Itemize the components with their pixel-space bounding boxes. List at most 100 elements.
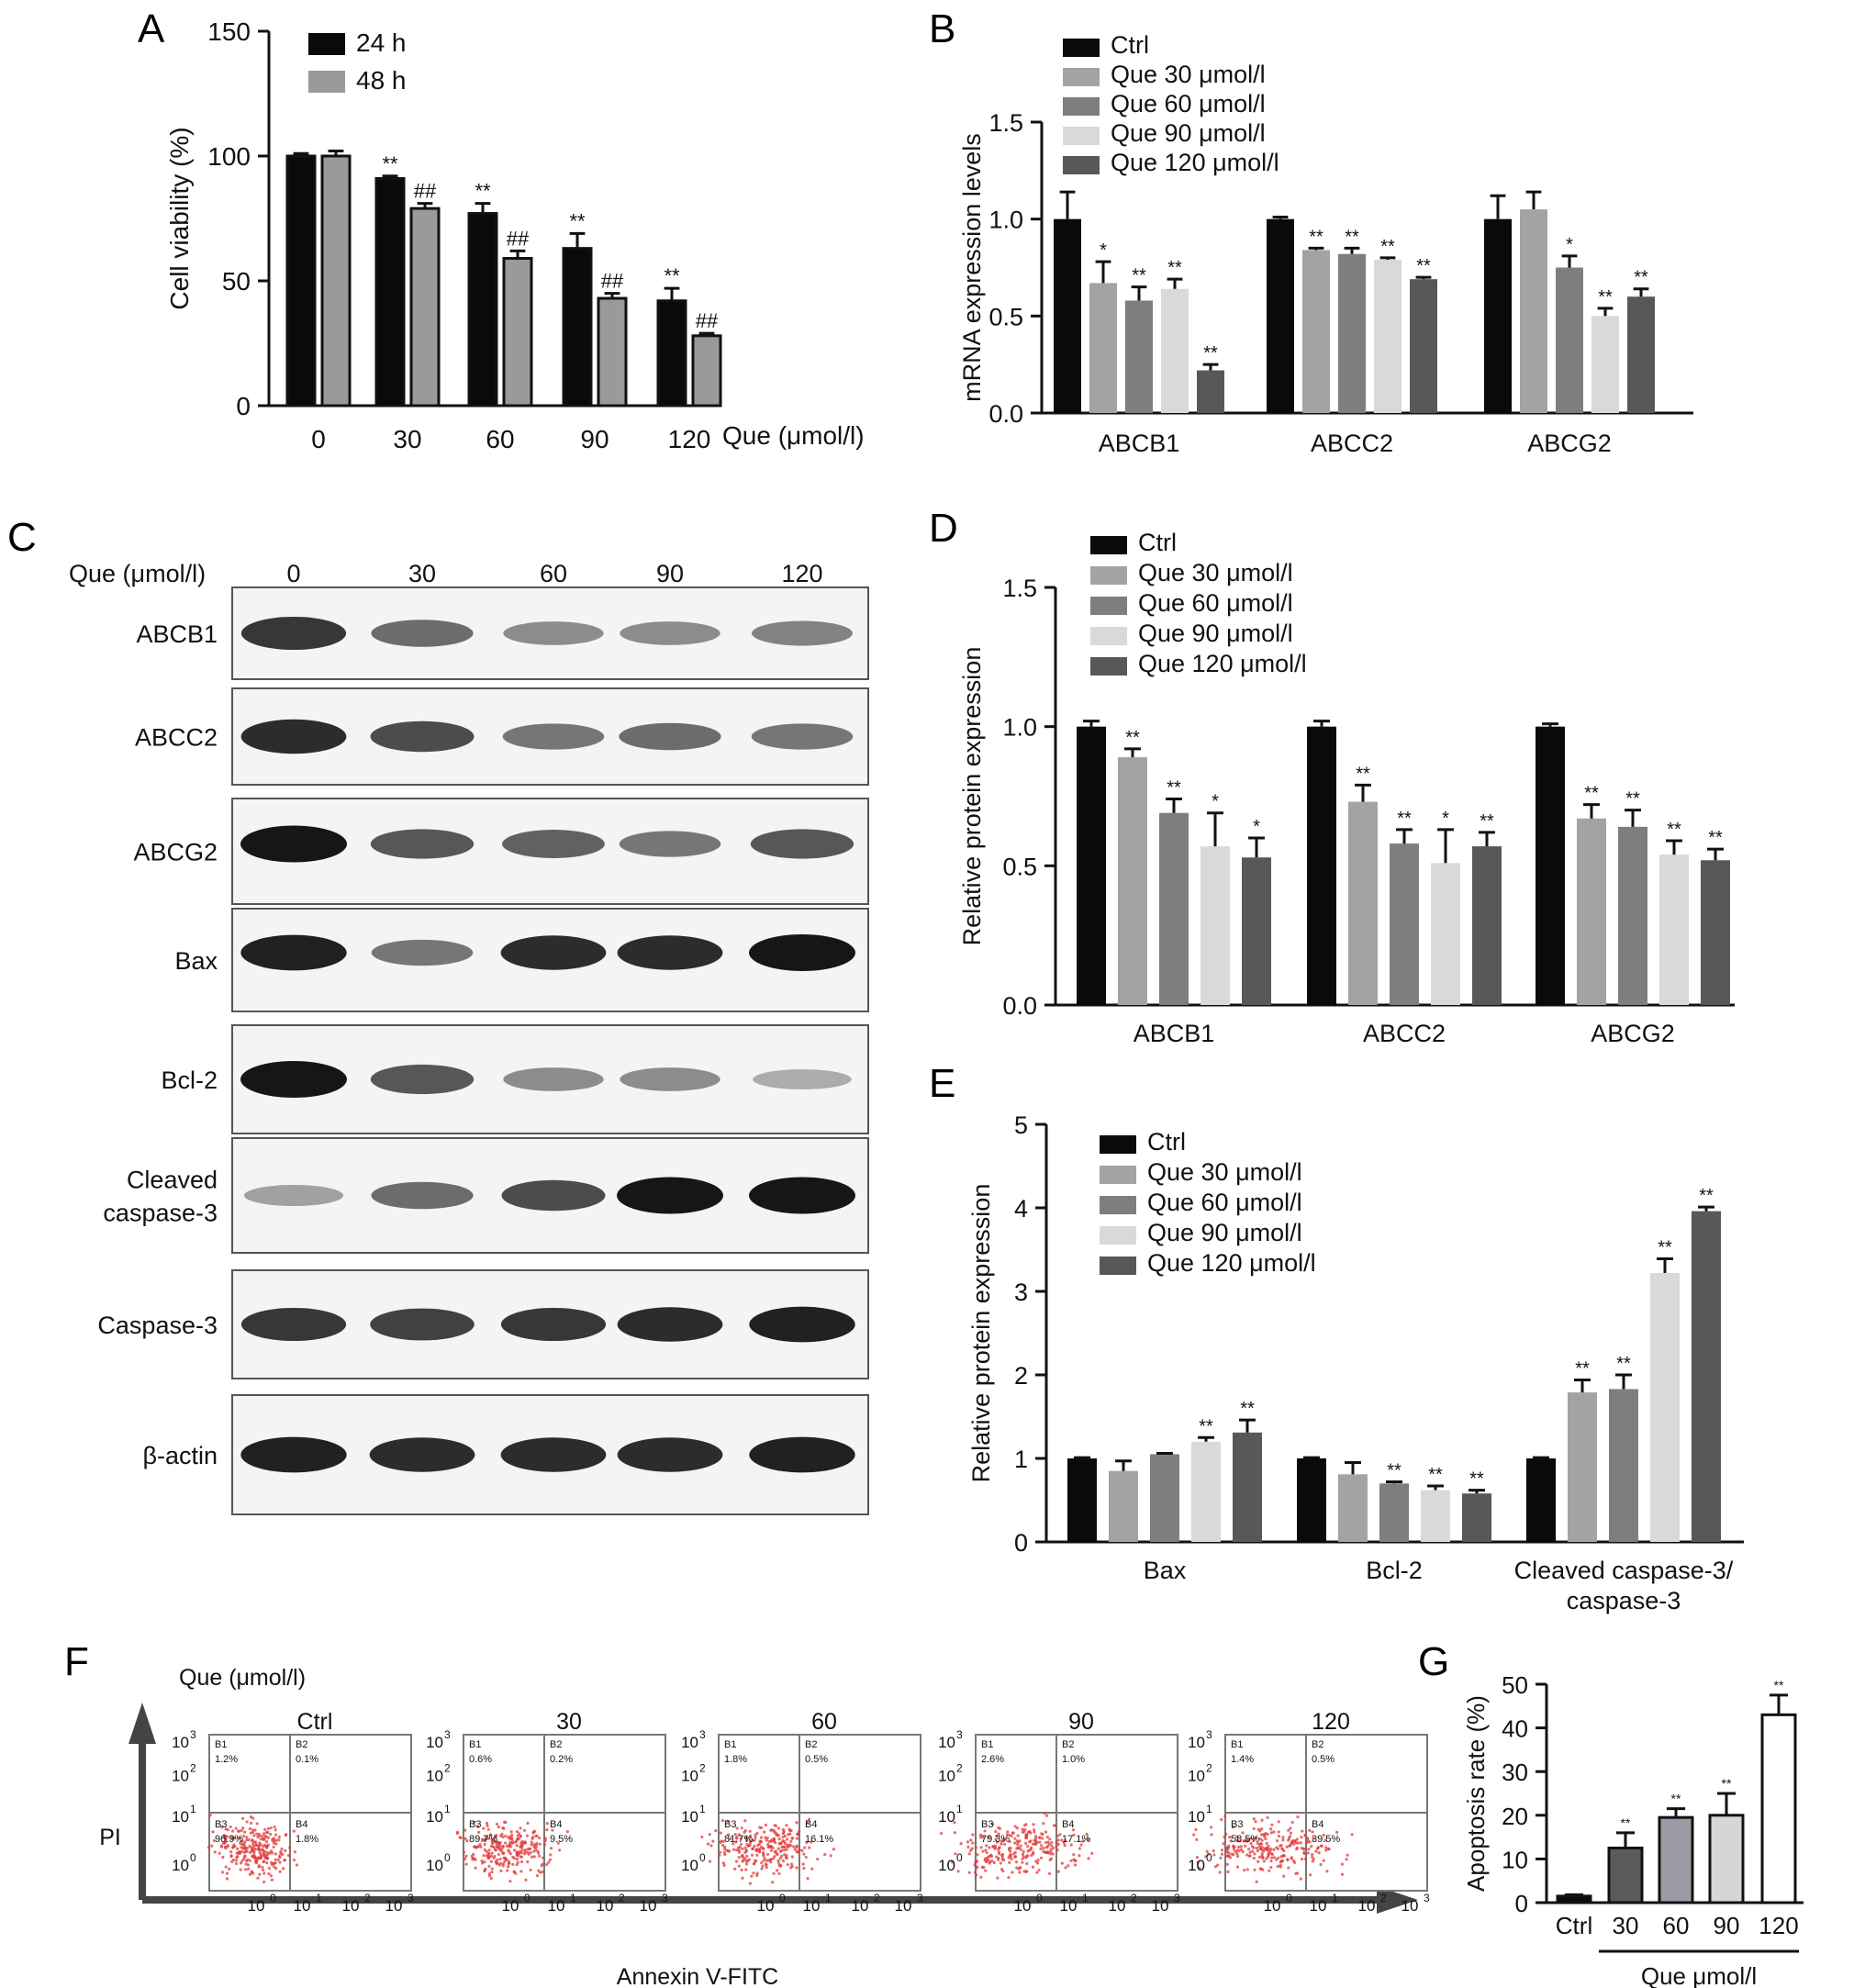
y-axis-label: Relative protein expression	[967, 1184, 995, 1483]
flow-event-dot	[251, 1828, 255, 1832]
significance-label: **	[1380, 237, 1395, 257]
bar	[562, 247, 593, 408]
x-tick-exponent: 1	[316, 1892, 322, 1904]
significance-label: *	[1442, 809, 1449, 829]
flow-event-dot	[1308, 1828, 1312, 1832]
legend-label: Que 120 μmol/l	[1111, 149, 1279, 176]
flow-event-dot	[491, 1840, 496, 1844]
flow-event-dot	[508, 1843, 511, 1847]
flow-event-dot	[737, 1848, 741, 1852]
y-tick-base: 10	[938, 1734, 955, 1751]
flow-event-dot	[800, 1848, 804, 1852]
significance-label: **	[664, 264, 680, 287]
flow-event-dot	[1019, 1844, 1022, 1848]
flow-event-dot	[974, 1846, 977, 1849]
flow-event-dot	[762, 1852, 765, 1857]
flow-event-dot	[278, 1860, 282, 1864]
flow-event-dot	[985, 1860, 988, 1864]
flow-event-dot	[1257, 1855, 1261, 1860]
flow-event-dot	[765, 1865, 768, 1870]
y-tick-base: 10	[681, 1808, 698, 1826]
flow-event-dot	[269, 1860, 274, 1864]
significance-label: **	[1199, 1416, 1213, 1436]
flow-event-dot	[805, 1821, 810, 1825]
blot-band	[243, 1184, 344, 1207]
flow-event-dot	[543, 1842, 547, 1847]
flow-event-dot	[486, 1824, 489, 1827]
flow-event-dot	[711, 1839, 715, 1843]
flow-event-dot	[727, 1833, 731, 1837]
flow-event-dot	[532, 1845, 536, 1849]
flow-event-dot	[262, 1850, 265, 1854]
flow-event-dot	[1046, 1851, 1050, 1855]
flow-event-dot	[549, 1853, 553, 1857]
quadrant-value: 79.3%	[981, 1834, 1010, 1845]
flow-event-dot	[271, 1837, 274, 1841]
flow-event-dot	[1013, 1850, 1017, 1854]
flow-event-dot	[733, 1867, 737, 1871]
flow-event-dot	[994, 1837, 998, 1841]
flow-event-dot	[1086, 1837, 1089, 1842]
flow-event-dot	[257, 1865, 261, 1869]
flow-event-dot	[778, 1857, 782, 1860]
flow-event-dot	[471, 1856, 475, 1860]
flow-event-dot	[1192, 1833, 1196, 1837]
significance-label: **	[1575, 1358, 1590, 1379]
flow-event-dot	[1205, 1849, 1209, 1853]
flow-event-dot	[1196, 1860, 1200, 1864]
flow-event-dot	[1282, 1854, 1286, 1858]
y-tick-exponent: 1	[190, 1803, 196, 1815]
flow-event-dot	[1252, 1856, 1256, 1860]
flow-event-dot	[240, 1828, 243, 1832]
flow-event-dot	[1040, 1832, 1044, 1836]
legend-label: Que 90 μmol/l	[1147, 1219, 1302, 1246]
flow-event-dot	[1018, 1871, 1022, 1874]
flow-event-dot	[249, 1815, 253, 1819]
flow-event-dot	[1254, 1820, 1257, 1824]
bar	[1659, 854, 1689, 1005]
flow-event-dot	[1232, 1844, 1235, 1848]
flow-event-dot	[1299, 1877, 1302, 1881]
flow-event-dot	[734, 1840, 738, 1844]
flow-event-dot	[765, 1859, 769, 1862]
flow-event-dot	[754, 1836, 757, 1839]
flow-event-dot	[1029, 1831, 1033, 1835]
flow-event-dot	[1311, 1830, 1314, 1834]
flow-event-dot	[505, 1844, 509, 1848]
flow-event-dot	[1220, 1817, 1223, 1822]
flow-event-dot	[283, 1859, 286, 1862]
flow-event-dot	[1302, 1851, 1306, 1856]
flow-event-dot	[1276, 1864, 1279, 1869]
flow-event-dot	[508, 1852, 512, 1856]
flow-event-dot	[966, 1840, 970, 1844]
flow-event-dot	[267, 1871, 271, 1876]
flow-event-dot	[1288, 1844, 1292, 1848]
flow-event-dot	[751, 1847, 754, 1851]
x-tick-base: 10	[1109, 1897, 1126, 1915]
y-tick-exponent: 3	[444, 1728, 451, 1741]
flow-event-dot	[238, 1849, 241, 1854]
blot-band	[500, 1437, 607, 1472]
flow-event-dot	[1260, 1827, 1264, 1831]
flow-event-dot	[1040, 1856, 1044, 1860]
flow-event-dot	[1304, 1841, 1309, 1845]
flow-event-dot	[234, 1861, 239, 1866]
flow-event-dot	[1243, 1868, 1246, 1872]
flow-event-dot	[235, 1856, 239, 1860]
flow-event-dot	[708, 1833, 711, 1837]
legend-label: 24 h	[356, 28, 407, 57]
flow-event-dot	[274, 1861, 277, 1865]
flow-event-dot	[1242, 1839, 1245, 1843]
flow-event-dot	[1300, 1836, 1303, 1839]
flow-event-dot	[1245, 1868, 1249, 1871]
flow-event-dot	[224, 1865, 228, 1869]
flow-event-dot	[239, 1868, 242, 1871]
flow-event-dot	[491, 1845, 495, 1848]
y-tick-label: 50	[1502, 1671, 1528, 1699]
flow-event-dot	[1053, 1824, 1056, 1827]
flow-event-dot	[789, 1862, 794, 1866]
blot-band	[503, 621, 604, 645]
flow-event-dot	[777, 1864, 781, 1868]
x-tick-exponent: 1	[570, 1892, 576, 1904]
blot-row-label: Cleaved	[127, 1167, 218, 1194]
